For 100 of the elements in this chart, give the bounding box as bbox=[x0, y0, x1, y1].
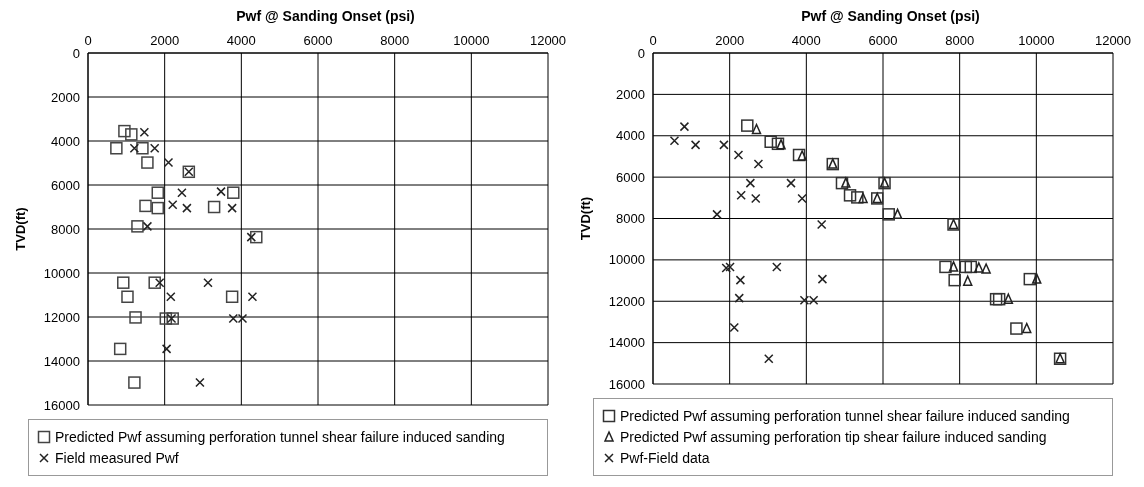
point bbox=[725, 262, 735, 272]
point bbox=[753, 159, 764, 169]
point bbox=[729, 322, 740, 333]
point bbox=[203, 277, 213, 288]
point bbox=[797, 193, 807, 204]
point bbox=[964, 260, 978, 274]
point bbox=[129, 143, 140, 154]
point bbox=[892, 208, 903, 220]
point bbox=[113, 342, 127, 356]
point bbox=[149, 143, 160, 154]
point bbox=[1023, 272, 1037, 286]
point bbox=[117, 276, 130, 289]
point bbox=[786, 178, 796, 188]
y-tick-label: 12000 bbox=[43, 309, 80, 325]
point bbox=[764, 135, 777, 148]
point bbox=[148, 276, 161, 289]
x-tick-label: 0 bbox=[84, 33, 92, 48]
legend-label: Pwf-Field data bbox=[620, 450, 710, 466]
point bbox=[118, 124, 131, 138]
point bbox=[741, 119, 754, 132]
x-tick-label: 6000 bbox=[303, 33, 333, 48]
x-tick-label: 4000 bbox=[226, 33, 256, 48]
point bbox=[195, 377, 205, 388]
point bbox=[159, 312, 173, 325]
point bbox=[247, 292, 258, 302]
y-tick-label: 8000 bbox=[51, 221, 80, 237]
point bbox=[734, 293, 744, 303]
y-tick-label: 10000 bbox=[608, 252, 645, 268]
point bbox=[154, 277, 165, 288]
point bbox=[841, 177, 851, 188]
x-tick-label: 8000 bbox=[380, 33, 410, 48]
x-tick-label: 2000 bbox=[715, 33, 745, 48]
point bbox=[182, 203, 192, 213]
point bbox=[110, 142, 123, 155]
x-tick-label: 12000 bbox=[529, 33, 567, 48]
legend-label: Predicted Pwf assuming perforation tunnel shear failure induced sanding bbox=[55, 429, 505, 445]
point bbox=[142, 221, 153, 232]
legend-label: Predicted Pwf assuming perforation tunnel shear failure induced sanding bbox=[620, 408, 1070, 424]
point bbox=[712, 209, 722, 220]
y-tick-label: 6000 bbox=[51, 177, 80, 193]
point bbox=[816, 219, 827, 230]
y-tick-label: 14000 bbox=[43, 353, 80, 369]
point bbox=[962, 275, 973, 286]
point bbox=[679, 121, 690, 132]
point bbox=[121, 290, 134, 304]
point bbox=[161, 344, 172, 354]
x-tick-label: 2000 bbox=[150, 33, 180, 48]
point bbox=[1022, 322, 1032, 334]
x-tick-label: 10000 bbox=[1018, 33, 1055, 48]
point bbox=[735, 275, 746, 285]
point bbox=[843, 189, 857, 202]
point bbox=[177, 187, 187, 198]
point bbox=[750, 193, 761, 204]
point bbox=[948, 273, 961, 287]
y-tick-label: 14000 bbox=[608, 335, 645, 351]
point bbox=[939, 260, 952, 274]
x-axis-title: Pwf @ Sanding Onset (psi) bbox=[235, 8, 416, 26]
y-tick-label: 4000 bbox=[616, 128, 645, 144]
point bbox=[764, 354, 774, 364]
point bbox=[851, 191, 864, 204]
x-tick-label: 10000 bbox=[453, 33, 490, 48]
y-tick-label: 8000 bbox=[616, 211, 645, 227]
y-tick-label: 0 bbox=[72, 45, 80, 61]
point bbox=[745, 178, 756, 188]
point bbox=[225, 290, 239, 304]
y-tick-label: 0 bbox=[637, 45, 645, 61]
point bbox=[776, 139, 786, 150]
y-tick-label: 16000 bbox=[43, 397, 80, 413]
point bbox=[1003, 293, 1014, 304]
point bbox=[797, 150, 807, 161]
y-tick-label: 2000 bbox=[51, 89, 80, 105]
point bbox=[772, 262, 782, 272]
legend-label: Field measured Pwf bbox=[55, 450, 179, 466]
point bbox=[858, 192, 868, 204]
point bbox=[817, 274, 828, 284]
point bbox=[771, 137, 785, 151]
point bbox=[690, 140, 701, 150]
point bbox=[136, 142, 149, 155]
point bbox=[166, 292, 176, 302]
point bbox=[139, 127, 150, 137]
point bbox=[125, 128, 138, 141]
point bbox=[139, 199, 152, 213]
point bbox=[751, 123, 762, 135]
y-tick-label: 12000 bbox=[608, 293, 645, 309]
point bbox=[721, 263, 731, 273]
y-tick-label: 10000 bbox=[43, 265, 80, 281]
point bbox=[131, 220, 144, 233]
point bbox=[129, 311, 142, 324]
x-tick-label: 12000 bbox=[1094, 33, 1132, 48]
x-axis-title: Pwf @ Sanding Onset (psi) bbox=[800, 8, 981, 26]
point bbox=[736, 190, 746, 201]
point bbox=[948, 261, 959, 272]
point bbox=[974, 262, 984, 273]
point bbox=[835, 176, 849, 190]
point bbox=[733, 150, 744, 160]
x-tick-label: 4000 bbox=[791, 33, 821, 48]
point bbox=[1031, 273, 1042, 284]
point bbox=[959, 260, 973, 274]
x-tick-label: 0 bbox=[649, 33, 657, 48]
point bbox=[167, 200, 178, 210]
